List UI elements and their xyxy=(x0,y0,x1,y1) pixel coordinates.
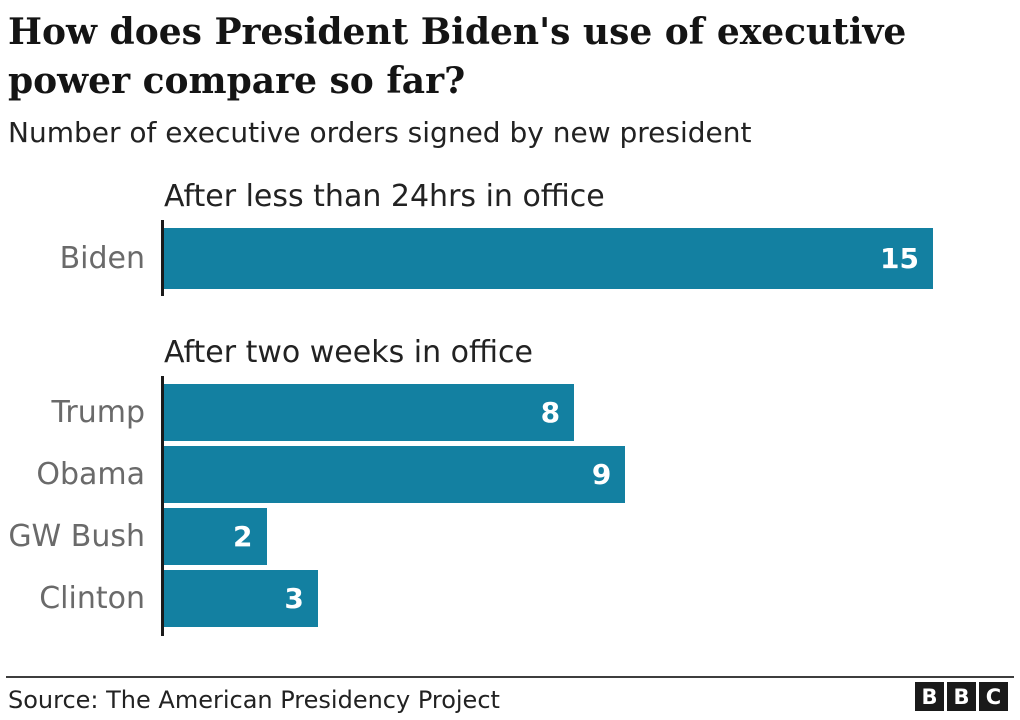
chart-section: After two weeks in office Trump 8 Obama 9 GW … xyxy=(0,334,1020,636)
bar-row: Clinton 3 xyxy=(39,570,933,627)
bar: 15 xyxy=(164,228,933,289)
value-label: 3 xyxy=(284,582,304,615)
category-label: Obama xyxy=(36,457,145,492)
section-heading: After less than 24hrs in office xyxy=(164,179,605,214)
bar: 2 xyxy=(164,508,267,565)
footer-divider xyxy=(6,676,1014,678)
chart-section: After less than 24hrs in office Biden 15 xyxy=(0,178,1020,296)
value-label: 2 xyxy=(233,520,253,553)
axis-and-bars: Biden 15 xyxy=(60,220,933,296)
axis-and-bars: Trump 8 Obama 9 GW Bush 2 Clinton 3 xyxy=(8,376,933,636)
bar: 9 xyxy=(164,446,626,503)
category-label: Trump xyxy=(51,395,145,430)
bar-row: GW Bush 2 xyxy=(8,508,933,565)
value-label: 8 xyxy=(540,396,561,429)
bar: 8 xyxy=(164,384,575,441)
bar-row: Obama 9 xyxy=(36,446,933,503)
bbc-logo-letter-b1: B xyxy=(915,682,944,711)
chart-subtitle: Number of executive orders signed by new… xyxy=(8,116,752,149)
bbc-logo-letter-c: C xyxy=(979,682,1008,711)
value-label: 9 xyxy=(591,458,612,491)
chart-title: How does President Biden's use of execut… xyxy=(8,8,906,106)
chart-title-line2: power compare so far? xyxy=(8,60,466,102)
chart-title-line1: How does President Biden's use of execut… xyxy=(8,11,907,53)
category-label: GW Bush xyxy=(8,519,145,554)
source-text: Source: The American Presidency Project xyxy=(8,686,500,714)
bbc-logo: B B C xyxy=(915,682,1008,711)
section-heading: After two weeks in office xyxy=(164,335,533,370)
category-label: Biden xyxy=(59,241,145,276)
value-label: 15 xyxy=(880,242,919,275)
bar: 3 xyxy=(164,570,318,627)
bbc-logo-letter-b2: B xyxy=(947,682,976,711)
bar-row: Trump 8 xyxy=(51,384,933,441)
bar-row: Biden 15 xyxy=(60,228,933,289)
category-label: Clinton xyxy=(39,581,145,616)
